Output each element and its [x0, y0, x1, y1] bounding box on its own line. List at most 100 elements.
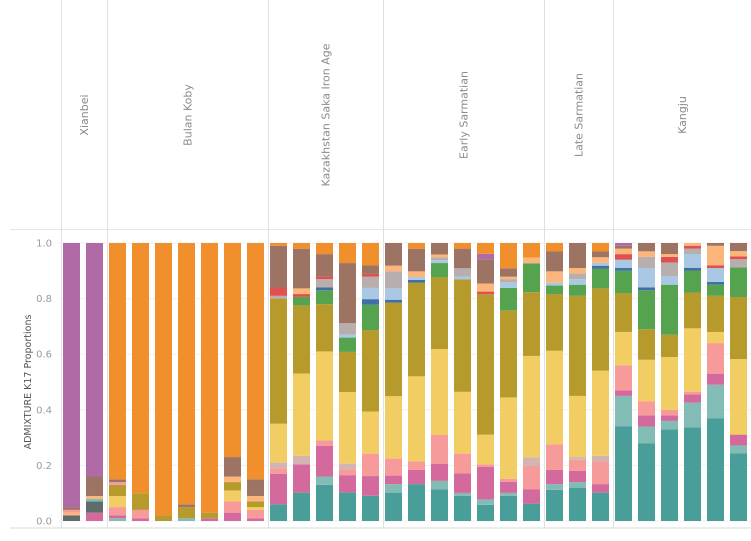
- bar-segment-lightblue: [661, 276, 678, 285]
- bar-segment-yellow: [523, 355, 540, 458]
- bar-segment-yellow: [270, 423, 287, 463]
- bar-segment-peach: [546, 271, 563, 283]
- bar-segment-salmon: [109, 482, 126, 485]
- bar-segment-green: [339, 337, 356, 352]
- bar-segment-green: [615, 270, 632, 294]
- bar-segment-yellow: [385, 396, 402, 459]
- sample-bar: [385, 243, 402, 521]
- bar-segment-teal: [339, 492, 356, 521]
- bar-segment-lightteal: [615, 395, 632, 427]
- bar-segment-lightblue: [385, 288, 402, 300]
- bar-segment-orange: [362, 243, 379, 266]
- bar-segment-brown: [109, 479, 126, 483]
- y-tick-label: 0.8: [36, 294, 52, 305]
- bar-segment-red: [684, 245, 701, 249]
- sample-bar: [707, 243, 724, 521]
- bar-segment-brown: [178, 504, 195, 508]
- sample-bar: [408, 243, 425, 521]
- group-label: Late Sarmatian: [573, 73, 586, 157]
- bar-segment-green: [592, 268, 609, 289]
- bar-segment-olive: [132, 493, 149, 510]
- bar-segment-lightblue: [707, 268, 724, 282]
- sample-bar: [86, 243, 103, 521]
- bar-segment-olive: [615, 293, 632, 332]
- bar-segment-yellow: [109, 495, 126, 508]
- bar-segment-salmon: [684, 391, 701, 395]
- bar-segment-olive: [454, 279, 471, 392]
- sample-bar: [155, 243, 172, 521]
- bar-segment-magenta: [86, 512, 103, 521]
- bar-segment-lightblue: [684, 254, 701, 268]
- bar-segment-yellow: [454, 391, 471, 454]
- bar-segment-peach: [615, 248, 632, 255]
- y-tick-label: 0.4: [36, 405, 52, 416]
- group-label: Kangju: [676, 96, 689, 134]
- bar-segment-red: [477, 291, 494, 295]
- bar-segment-green: [638, 290, 655, 330]
- bar-segment-magenta: [224, 512, 241, 521]
- bar-segment-salmon: [339, 469, 356, 476]
- bar-segment-olive: [661, 334, 678, 357]
- bar-segment-olive: [178, 507, 195, 519]
- bar-segment-green: [707, 284, 724, 296]
- bar-segment-brown: [63, 507, 80, 510]
- bar-segment-teal: [523, 503, 540, 521]
- bar-segment-peach: [569, 268, 586, 274]
- bar-segment-peach: [293, 288, 310, 295]
- bar-segment-gray: [638, 256, 655, 269]
- sample-bar: [339, 243, 356, 521]
- bar-segment-magenta: [569, 470, 586, 483]
- y-tick-label: 0.2: [36, 461, 52, 472]
- bar-segment-red: [270, 287, 287, 296]
- bar-segment-red: [316, 276, 333, 280]
- bar-segment-salmon: [615, 365, 632, 391]
- bar-segment-red: [615, 254, 632, 260]
- bar-segment-teal: [638, 443, 655, 521]
- bar-segment-gray: [270, 295, 287, 299]
- bar-segment-teal: [500, 495, 517, 521]
- bar-segment-yellow: [339, 392, 356, 464]
- bar-segment-brown: [615, 245, 632, 249]
- bar-segment-salmon: [408, 461, 425, 470]
- y-axis-title: ADMIXTURE K17 Proportions: [23, 315, 34, 450]
- bar-segment-green: [500, 287, 517, 311]
- bar-segment-brown: [431, 243, 448, 255]
- bar-segment-gray: [362, 276, 379, 288]
- bar-segment-salmon: [385, 458, 402, 476]
- bar-segment-yellow: [569, 395, 586, 458]
- bar-segment-lightteal: [316, 476, 333, 485]
- sample-bar: [109, 243, 126, 521]
- bar-segment-brown: [247, 479, 264, 496]
- bar-segment-lightblue: [592, 262, 609, 266]
- bar-segment-lightblue: [638, 268, 655, 288]
- bar-segment-brown: [293, 248, 310, 289]
- bar-segment-olive: [339, 351, 356, 393]
- bar-segment-salmon: [63, 509, 80, 513]
- bar-segment-purple: [86, 243, 103, 477]
- bar-segment-magenta: [293, 464, 310, 493]
- bar-segment-salmon: [454, 453, 471, 474]
- bar-segment-purple: [615, 243, 632, 246]
- bar-segment-peach: [592, 257, 609, 263]
- bar-segment-brown: [592, 251, 609, 258]
- bar-segment-olive: [293, 305, 310, 374]
- group-label: Bulan Koby: [182, 84, 195, 146]
- bar-segment-red: [661, 256, 678, 263]
- bar-segment-brown: [477, 259, 494, 284]
- bar-segment-orange: [408, 243, 425, 249]
- bar-segment-blue: [362, 299, 379, 305]
- bar-segment-gray: [339, 323, 356, 335]
- bar-segment-salmon: [638, 401, 655, 416]
- bar-segment-magenta: [132, 518, 149, 521]
- bar-segment-gray: [316, 279, 333, 288]
- bar-segment-salmon: [592, 461, 609, 485]
- bar-segment-olive: [155, 515, 172, 521]
- bar-segment-magenta: [385, 475, 402, 485]
- bar-segment-peach: [247, 495, 264, 502]
- bar-segment-green: [546, 285, 563, 295]
- bar-segment-olive: [385, 302, 402, 397]
- bar-segment-teal: [316, 484, 333, 521]
- y-tick-label: 0.0: [36, 517, 52, 528]
- bar-segment-lightblue: [339, 334, 356, 338]
- bar-segment-rosegray: [339, 463, 356, 470]
